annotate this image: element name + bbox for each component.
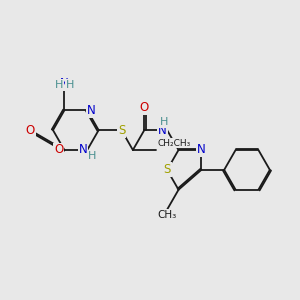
Text: O: O [140, 101, 149, 114]
Text: N: N [60, 77, 69, 90]
Text: N: N [87, 104, 96, 117]
Text: H: H [55, 80, 63, 90]
Text: CH₃: CH₃ [158, 210, 177, 220]
Text: CH₂CH₃: CH₂CH₃ [158, 139, 191, 148]
Text: H: H [160, 117, 168, 127]
Text: S: S [164, 164, 171, 176]
Text: N: N [79, 143, 87, 157]
Text: O: O [54, 143, 63, 157]
Text: N: N [158, 124, 167, 136]
Text: S: S [118, 124, 125, 136]
Text: O: O [26, 124, 35, 136]
Text: H: H [66, 80, 74, 90]
Text: N: N [197, 143, 206, 157]
Text: H: H [88, 151, 97, 161]
